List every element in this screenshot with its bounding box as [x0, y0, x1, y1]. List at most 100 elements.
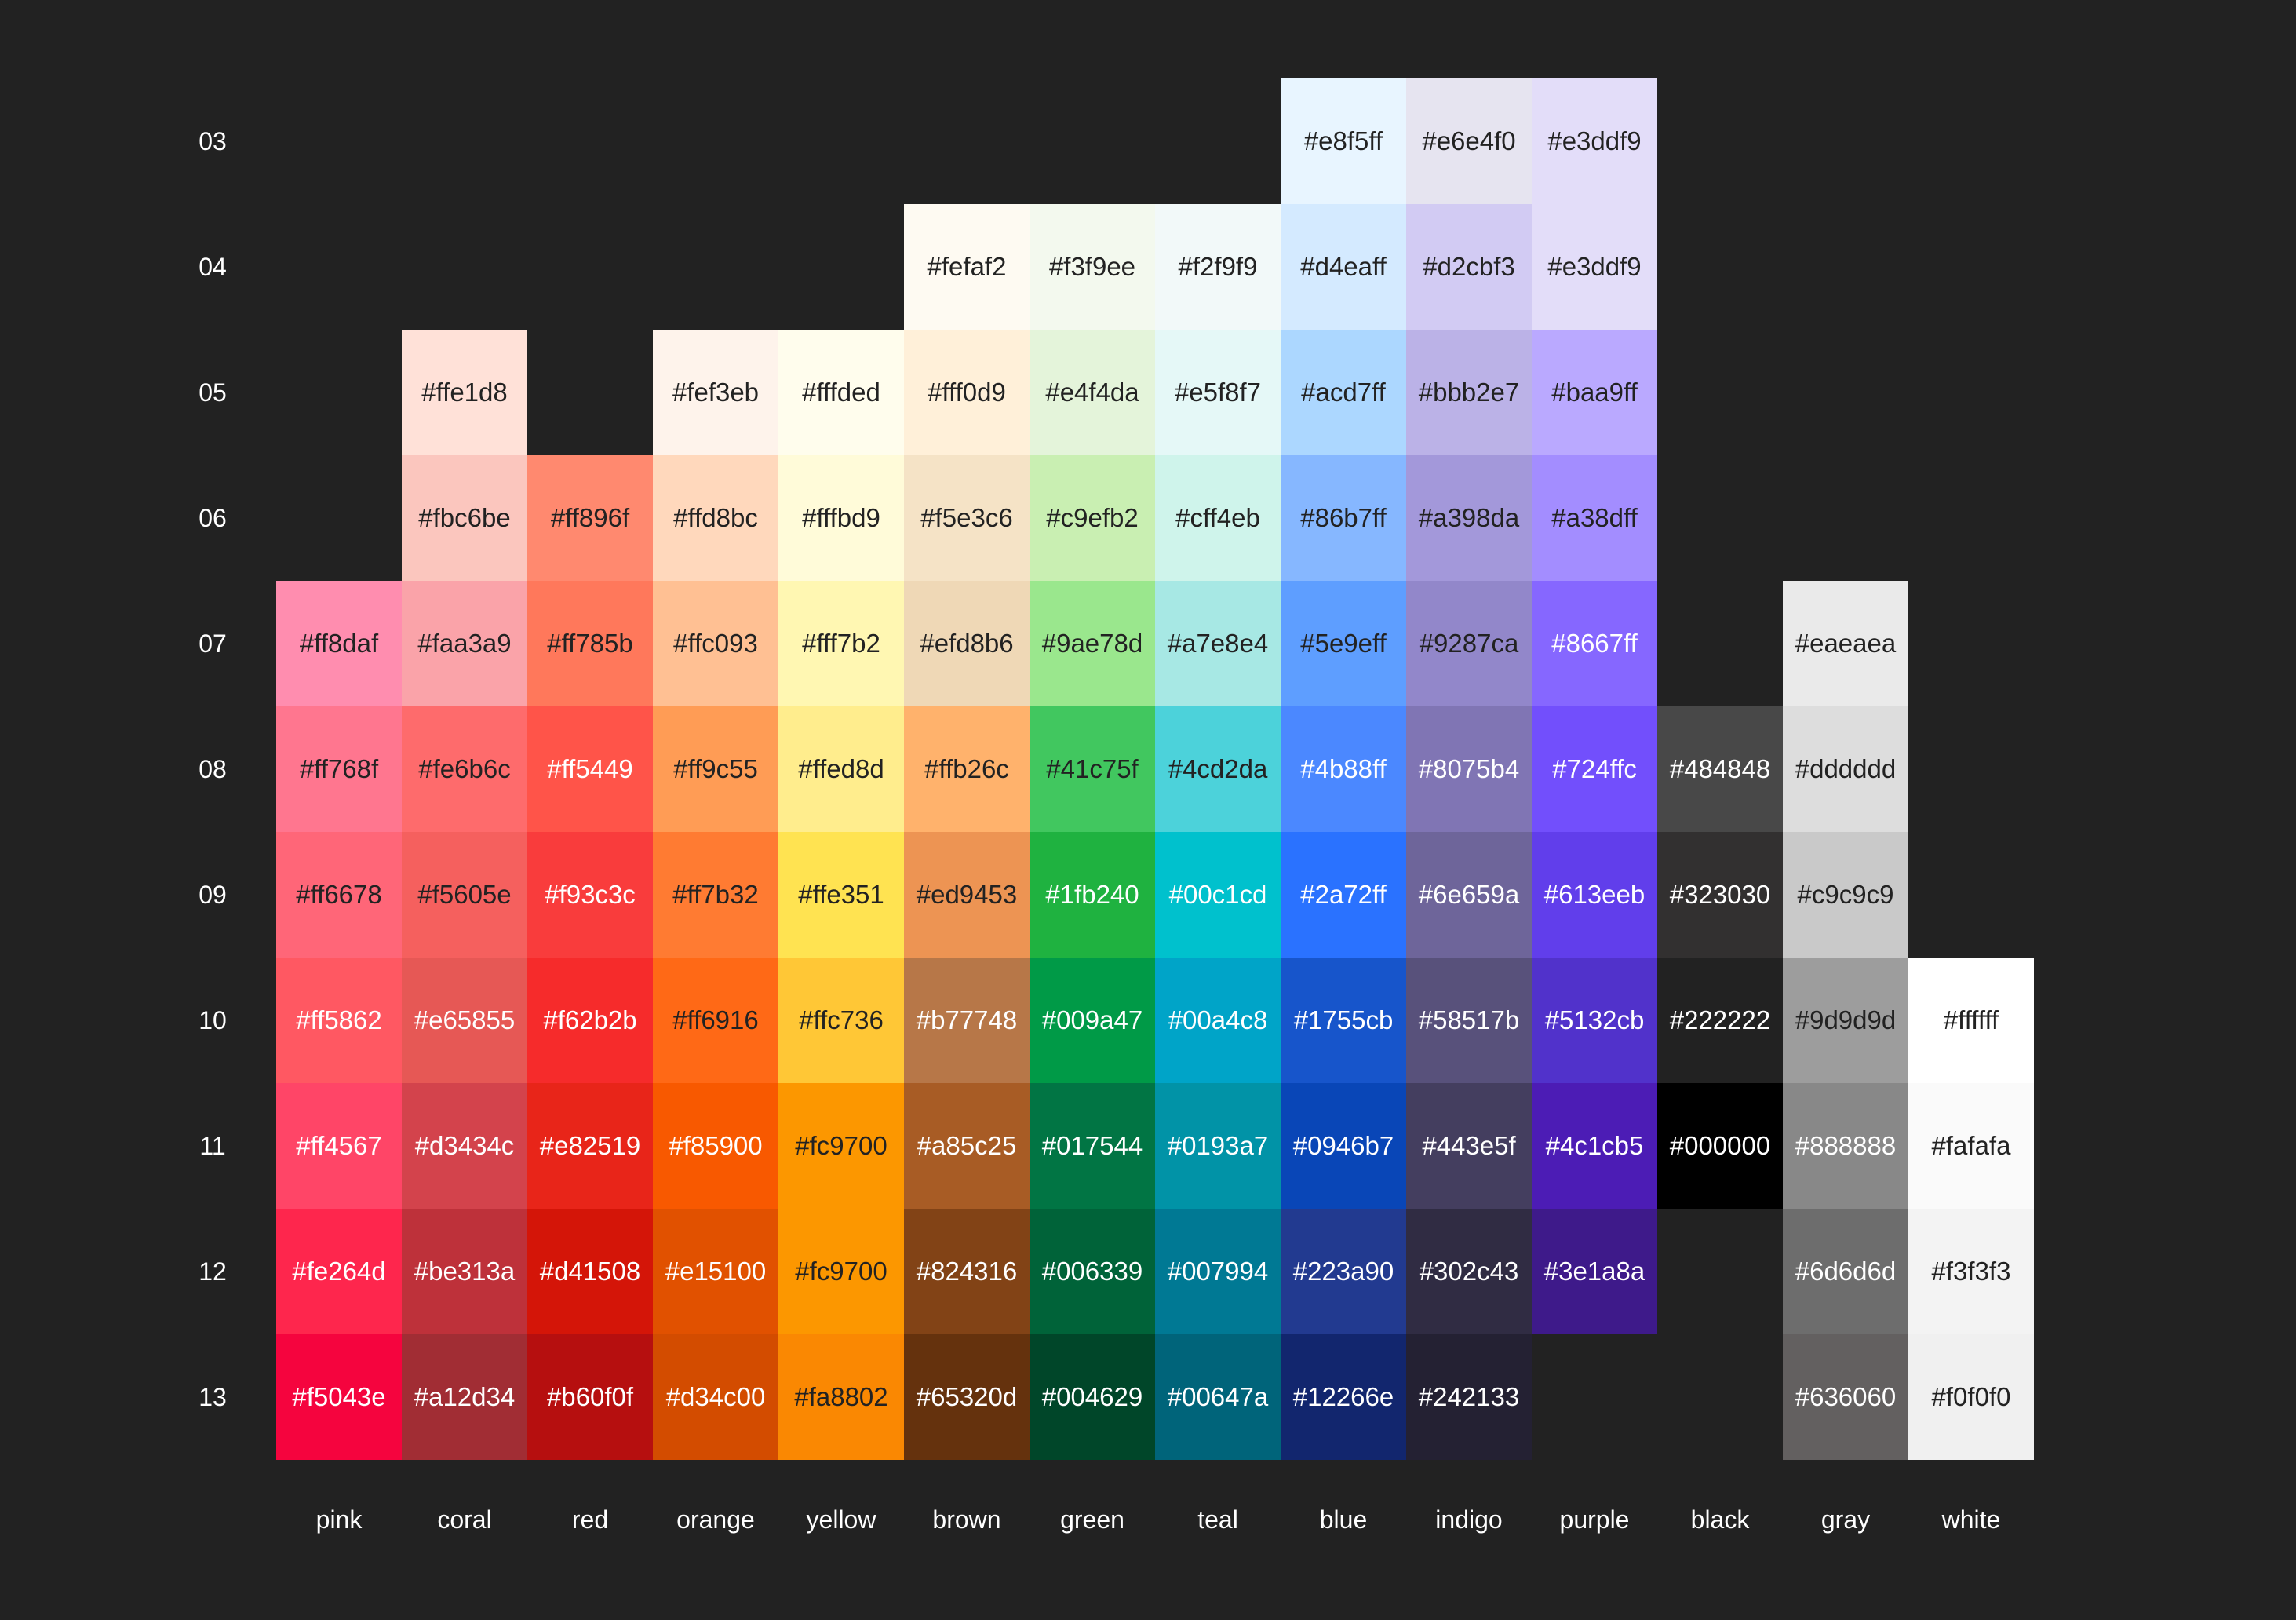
swatch-indigo-10[interactable]: #58517b: [1406, 958, 1532, 1083]
swatch-red-06[interactable]: #ff896f: [527, 455, 653, 581]
swatch-blue-09[interactable]: #2a72ff: [1281, 832, 1406, 958]
swatch-brown-07[interactable]: #efd8b6: [904, 581, 1030, 706]
swatch-gray-07[interactable]: #eaeaea: [1783, 581, 1908, 706]
swatch-green-10[interactable]: #009a47: [1030, 958, 1155, 1083]
swatch-coral-13[interactable]: #a12d34: [402, 1334, 527, 1460]
swatch-green-07[interactable]: #9ae78d: [1030, 581, 1155, 706]
swatch-coral-07[interactable]: #faa3a9: [402, 581, 527, 706]
swatch-white-10[interactable]: #ffffff: [1908, 958, 2034, 1083]
swatch-brown-10[interactable]: #b77748: [904, 958, 1030, 1083]
swatch-indigo-05[interactable]: #bbb2e7: [1406, 330, 1532, 455]
swatch-gray-11[interactable]: #888888: [1783, 1083, 1908, 1209]
swatch-teal-06[interactable]: #cff4eb: [1155, 455, 1281, 581]
swatch-brown-08[interactable]: #ffb26c: [904, 706, 1030, 832]
swatch-purple-10[interactable]: #5132cb: [1532, 958, 1657, 1083]
swatch-purple-05[interactable]: #baa9ff: [1532, 330, 1657, 455]
swatch-blue-12[interactable]: #223a90: [1281, 1209, 1406, 1334]
swatch-black-08[interactable]: #484848: [1657, 706, 1783, 832]
swatch-white-12[interactable]: #f3f3f3: [1908, 1209, 2034, 1334]
swatch-white-11[interactable]: #fafafa: [1908, 1083, 2034, 1209]
swatch-coral-10[interactable]: #e65855: [402, 958, 527, 1083]
swatch-indigo-04[interactable]: #d2cbf3: [1406, 204, 1532, 330]
swatch-brown-09[interactable]: #ed9453: [904, 832, 1030, 958]
swatch-pink-07[interactable]: #ff8daf: [276, 581, 402, 706]
swatch-brown-12[interactable]: #824316: [904, 1209, 1030, 1334]
swatch-yellow-10[interactable]: #ffc736: [778, 958, 904, 1083]
swatch-blue-11[interactable]: #0946b7: [1281, 1083, 1406, 1209]
swatch-teal-11[interactable]: #0193a7: [1155, 1083, 1281, 1209]
swatch-teal-08[interactable]: #4cd2da: [1155, 706, 1281, 832]
swatch-coral-09[interactable]: #f5605e: [402, 832, 527, 958]
swatch-red-13[interactable]: #b60f0f: [527, 1334, 653, 1460]
swatch-brown-05[interactable]: #fff0d9: [904, 330, 1030, 455]
swatch-gray-13[interactable]: #636060: [1783, 1334, 1908, 1460]
swatch-yellow-12[interactable]: #fc9700: [778, 1209, 904, 1334]
swatch-blue-08[interactable]: #4b88ff: [1281, 706, 1406, 832]
swatch-orange-07[interactable]: #ffc093: [653, 581, 778, 706]
swatch-yellow-11[interactable]: #fc9700: [778, 1083, 904, 1209]
swatch-orange-05[interactable]: #fef3eb: [653, 330, 778, 455]
swatch-blue-04[interactable]: #d4eaff: [1281, 204, 1406, 330]
swatch-green-09[interactable]: #1fb240: [1030, 832, 1155, 958]
swatch-indigo-12[interactable]: #302c43: [1406, 1209, 1532, 1334]
swatch-blue-03[interactable]: #e8f5ff: [1281, 78, 1406, 204]
swatch-indigo-11[interactable]: #443e5f: [1406, 1083, 1532, 1209]
swatch-blue-06[interactable]: #86b7ff: [1281, 455, 1406, 581]
swatch-black-10[interactable]: #222222: [1657, 958, 1783, 1083]
swatch-yellow-09[interactable]: #ffe351: [778, 832, 904, 958]
swatch-pink-13[interactable]: #f5043e: [276, 1334, 402, 1460]
swatch-red-11[interactable]: #e82519: [527, 1083, 653, 1209]
swatch-green-13[interactable]: #004629: [1030, 1334, 1155, 1460]
swatch-teal-12[interactable]: #007994: [1155, 1209, 1281, 1334]
swatch-brown-06[interactable]: #f5e3c6: [904, 455, 1030, 581]
swatch-purple-07[interactable]: #8667ff: [1532, 581, 1657, 706]
swatch-green-06[interactable]: #c9efb2: [1030, 455, 1155, 581]
swatch-coral-11[interactable]: #d3434c: [402, 1083, 527, 1209]
swatch-orange-08[interactable]: #ff9c55: [653, 706, 778, 832]
swatch-pink-12[interactable]: #fe264d: [276, 1209, 402, 1334]
swatch-yellow-13[interactable]: #fa8802: [778, 1334, 904, 1460]
swatch-orange-11[interactable]: #f85900: [653, 1083, 778, 1209]
swatch-brown-11[interactable]: #a85c25: [904, 1083, 1030, 1209]
swatch-yellow-07[interactable]: #fff7b2: [778, 581, 904, 706]
swatch-purple-04[interactable]: #e3ddf9: [1532, 204, 1657, 330]
swatch-gray-08[interactable]: #dddddd: [1783, 706, 1908, 832]
swatch-purple-11[interactable]: #4c1cb5: [1532, 1083, 1657, 1209]
swatch-gray-09[interactable]: #c9c9c9: [1783, 832, 1908, 958]
swatch-brown-13[interactable]: #65320d: [904, 1334, 1030, 1460]
swatch-gray-10[interactable]: #9d9d9d: [1783, 958, 1908, 1083]
swatch-teal-13[interactable]: #00647a: [1155, 1334, 1281, 1460]
swatch-orange-13[interactable]: #d34c00: [653, 1334, 778, 1460]
swatch-indigo-13[interactable]: #242133: [1406, 1334, 1532, 1460]
swatch-orange-09[interactable]: #ff7b32: [653, 832, 778, 958]
swatch-blue-05[interactable]: #acd7ff: [1281, 330, 1406, 455]
swatch-brown-04[interactable]: #fefaf2: [904, 204, 1030, 330]
swatch-purple-12[interactable]: #3e1a8a: [1532, 1209, 1657, 1334]
swatch-teal-05[interactable]: #e5f8f7: [1155, 330, 1281, 455]
swatch-green-08[interactable]: #41c75f: [1030, 706, 1155, 832]
swatch-orange-06[interactable]: #ffd8bc: [653, 455, 778, 581]
swatch-red-10[interactable]: #f62b2b: [527, 958, 653, 1083]
swatch-pink-08[interactable]: #ff768f: [276, 706, 402, 832]
swatch-yellow-05[interactable]: #fffded: [778, 330, 904, 455]
swatch-indigo-08[interactable]: #8075b4: [1406, 706, 1532, 832]
swatch-yellow-06[interactable]: #fffbd9: [778, 455, 904, 581]
swatch-coral-08[interactable]: #fe6b6c: [402, 706, 527, 832]
swatch-blue-13[interactable]: #12266e: [1281, 1334, 1406, 1460]
swatch-yellow-08[interactable]: #ffed8d: [778, 706, 904, 832]
swatch-pink-11[interactable]: #ff4567: [276, 1083, 402, 1209]
swatch-green-05[interactable]: #e4f4da: [1030, 330, 1155, 455]
swatch-orange-10[interactable]: #ff6916: [653, 958, 778, 1083]
swatch-teal-04[interactable]: #f2f9f9: [1155, 204, 1281, 330]
swatch-red-07[interactable]: #ff785b: [527, 581, 653, 706]
swatch-coral-06[interactable]: #fbc6be: [402, 455, 527, 581]
swatch-red-12[interactable]: #d41508: [527, 1209, 653, 1334]
swatch-red-09[interactable]: #f93c3c: [527, 832, 653, 958]
swatch-blue-10[interactable]: #1755cb: [1281, 958, 1406, 1083]
swatch-teal-09[interactable]: #00c1cd: [1155, 832, 1281, 958]
swatch-black-11[interactable]: #000000: [1657, 1083, 1783, 1209]
swatch-red-08[interactable]: #ff5449: [527, 706, 653, 832]
swatch-purple-06[interactable]: #a38dff: [1532, 455, 1657, 581]
swatch-orange-12[interactable]: #e15100: [653, 1209, 778, 1334]
swatch-pink-09[interactable]: #ff6678: [276, 832, 402, 958]
